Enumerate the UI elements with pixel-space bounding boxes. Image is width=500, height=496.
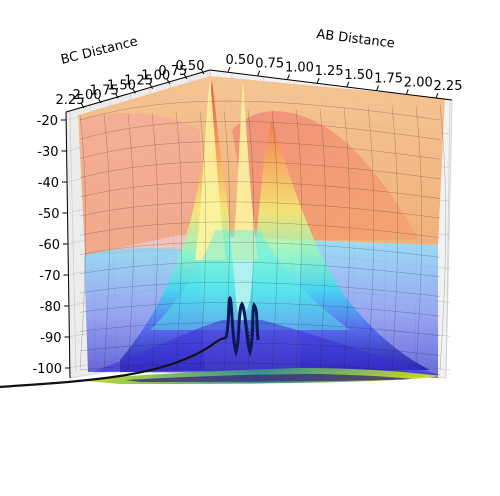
z-axis-ticks: -20 -30 -40 -50 -60 -70 -80 -90 -100 bbox=[32, 114, 70, 377]
mesh-line bbox=[79, 241, 441, 258]
mesh-line bbox=[271, 109, 278, 371]
surface-valley bbox=[120, 80, 430, 372]
ab-tick-label: 2.00 bbox=[404, 75, 433, 90]
ab-tick-mark bbox=[257, 70, 261, 76]
mesh-line bbox=[295, 108, 302, 371]
surface-spike-left bbox=[195, 78, 226, 260]
mesh-line bbox=[151, 112, 158, 371]
trajectory-path bbox=[0, 295, 260, 389]
z-tick-label: -100 bbox=[32, 362, 62, 377]
z-tick-label: -60 bbox=[39, 238, 60, 253]
z-tick-label: -90 bbox=[40, 331, 61, 346]
ab-axis-label: AB Distance bbox=[316, 27, 396, 51]
ab-tick-mark bbox=[316, 77, 320, 84]
bc-axis-label: BC Distance bbox=[59, 34, 139, 68]
mesh-line bbox=[79, 302, 441, 317]
ab-tick-label: 1.50 bbox=[344, 68, 373, 83]
ab-tick-label: 0.75 bbox=[255, 57, 284, 72]
ab-tick-mark bbox=[227, 66, 231, 73]
bc-tick-label: 2.25 bbox=[56, 93, 85, 108]
mesh-line bbox=[103, 114, 110, 371]
ab-tick-mark bbox=[405, 89, 409, 95]
bc-tick-label: 0.50 bbox=[176, 59, 205, 74]
mesh-line bbox=[79, 262, 441, 278]
pane-gridline bbox=[69, 109, 77, 373]
z-tick-label: -70 bbox=[39, 269, 60, 284]
bc-tick-mark bbox=[131, 88, 136, 94]
bc-tick-mark bbox=[97, 97, 102, 104]
bc-tick-mark bbox=[114, 93, 119, 99]
mesh-line bbox=[127, 113, 134, 371]
bc-axis-ticks: 0.500.751.001.251.501.752.002.25 bbox=[56, 59, 205, 109]
mesh-line bbox=[79, 141, 441, 160]
surface-band-cyan bbox=[150, 230, 350, 330]
bc-tick-label: 1.00 bbox=[141, 69, 170, 84]
mesh-line bbox=[391, 106, 398, 371]
mesh-line bbox=[79, 362, 441, 376]
mesh-line bbox=[79, 282, 441, 297]
bc-tick-label: 1.25 bbox=[124, 74, 153, 89]
mesh-line bbox=[79, 181, 441, 199]
ab-tick-mark bbox=[376, 85, 380, 91]
ab-tick-label: 1.25 bbox=[315, 64, 344, 79]
mesh-line bbox=[319, 108, 326, 371]
mesh-line bbox=[439, 104, 446, 371]
pane-gridline bbox=[445, 99, 451, 377]
mesh-line bbox=[415, 105, 422, 371]
ab-tick-label: 1.00 bbox=[285, 60, 314, 75]
ab-tick-label: 0.50 bbox=[226, 53, 255, 68]
bc-tick-mark bbox=[183, 73, 188, 80]
z-tick-label: -40 bbox=[38, 176, 59, 191]
mesh-line bbox=[79, 100, 441, 121]
mesh-line bbox=[79, 161, 441, 180]
surface-spike-right bbox=[232, 80, 258, 260]
mesh-line bbox=[199, 111, 206, 371]
bc-tick-mark bbox=[149, 83, 154, 89]
ab-tick-mark bbox=[346, 81, 350, 88]
mesh-line bbox=[79, 114, 86, 371]
bc-tick-label: 2.00 bbox=[73, 88, 102, 103]
z-tick-label: -50 bbox=[38, 207, 59, 222]
bc-tick-mark bbox=[166, 78, 171, 84]
mesh-line bbox=[175, 112, 182, 371]
ab-tick-mark bbox=[435, 92, 439, 99]
mesh-line bbox=[79, 201, 441, 219]
mesh-line bbox=[367, 106, 374, 371]
bc-tick-mark bbox=[200, 68, 205, 75]
mesh-line bbox=[79, 221, 441, 238]
bc-tick-label: 1.50 bbox=[107, 78, 136, 93]
surface-plot bbox=[78, 76, 446, 378]
z-tick-label: -80 bbox=[40, 300, 61, 315]
ab-tick-label: 2.25 bbox=[434, 79, 463, 94]
z-tick-label: -20 bbox=[37, 114, 58, 129]
contour-floor bbox=[75, 368, 440, 384]
bc-tick-label: 0.75 bbox=[158, 64, 187, 79]
surface-left-shoulder bbox=[80, 113, 205, 255]
ab-axis-ticks: 0.50 0.75 1.00 1.25 1.50 1.75 2.00 2.25 bbox=[226, 53, 463, 99]
z-tick-label: -30 bbox=[37, 145, 58, 160]
mesh-line bbox=[79, 342, 441, 356]
mesh-line bbox=[343, 107, 350, 371]
ab-tick-label: 1.75 bbox=[374, 72, 403, 87]
ab-tick-mark bbox=[286, 74, 290, 80]
bc-tick-mark bbox=[80, 102, 85, 109]
bc-tick-label: 1.75 bbox=[90, 83, 119, 98]
mesh-line bbox=[79, 121, 441, 140]
